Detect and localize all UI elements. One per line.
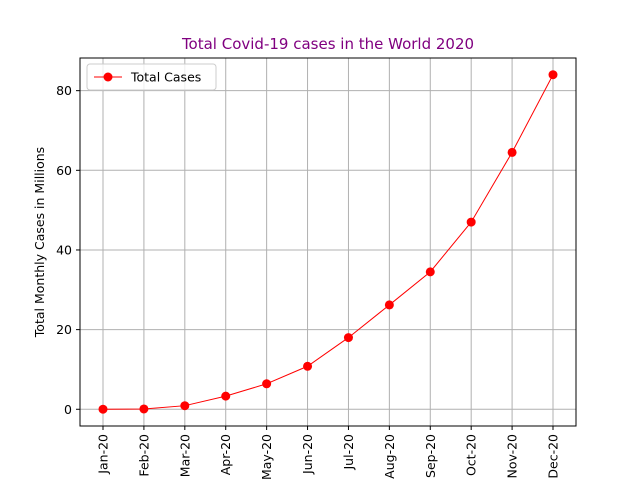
data-point <box>262 379 272 389</box>
data-point <box>98 404 108 414</box>
data-point <box>384 300 394 310</box>
y-tick-label: 60 <box>56 163 72 178</box>
chart-title: Total Covid-19 cases in the World 2020 <box>181 35 474 53</box>
data-point <box>548 70 558 80</box>
plot-frame <box>79 57 577 427</box>
y-tick-label: 20 <box>56 322 72 337</box>
x-tick-label: Jan-20 <box>96 434 111 475</box>
series-total-cases <box>98 70 558 414</box>
data-point <box>466 217 476 227</box>
x-tick-label: Mar-20 <box>177 434 192 477</box>
x-tick-label: May-20 <box>259 434 274 480</box>
data-point <box>425 267 435 277</box>
ticks: Jan-20 Feb-20 Mar-20 Apr-20 May-20 Jun-20 Jul-… <box>56 83 560 480</box>
data-point <box>221 391 231 401</box>
grid <box>80 58 576 426</box>
data-point <box>303 361 313 371</box>
x-tick-label: Jul-20 <box>341 434 356 471</box>
x-tick-label: Apr-20 <box>218 434 233 475</box>
legend-box <box>86 63 217 91</box>
legend: Total Cases <box>86 63 217 91</box>
x-tick-label: Oct-20 <box>464 434 479 476</box>
x-tick-label: Nov-20 <box>505 434 520 479</box>
data-point <box>139 404 149 414</box>
legend-marker <box>103 72 113 82</box>
x-tick-label: Aug-20 <box>382 434 397 479</box>
legend-label: Total Cases <box>130 70 201 85</box>
data-point <box>507 147 517 157</box>
data-point <box>343 333 353 343</box>
y-axis-label: Total Monthly Cases in Millions <box>32 147 47 338</box>
y-tick-label: 40 <box>56 242 72 257</box>
series-line <box>102 74 554 410</box>
x-tick-label: Sep-20 <box>423 434 438 478</box>
y-tick-label: 80 <box>56 83 72 98</box>
x-tick-label: Jun-20 <box>300 434 315 475</box>
x-tick-label: Feb-20 <box>136 434 151 477</box>
data-point <box>180 401 190 411</box>
x-tick-label: Dec-20 <box>546 434 561 479</box>
y-tick-label: 0 <box>64 402 72 417</box>
